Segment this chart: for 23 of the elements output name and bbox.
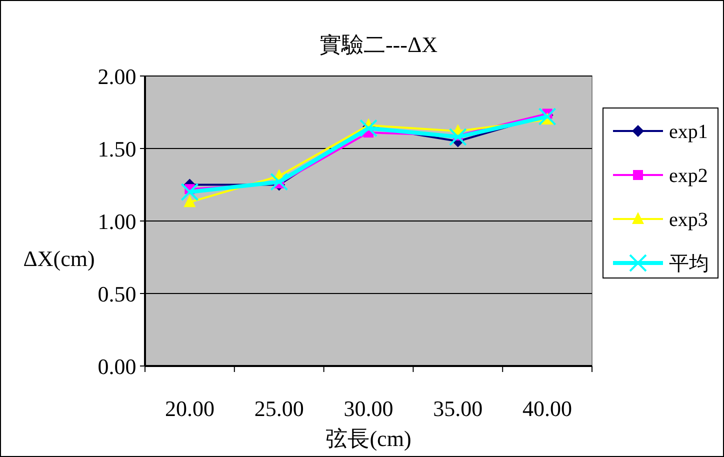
legend-label: exp1	[669, 121, 708, 143]
y-tick-label: 1.50	[98, 136, 136, 162]
point	[360, 119, 378, 138]
x-tick-label: 25.00	[254, 396, 304, 421]
chart-title: 實驗二---ΔX	[319, 32, 438, 57]
point	[538, 108, 556, 126]
point	[448, 128, 467, 146]
x-tick-label: 40.00	[522, 396, 572, 421]
legend-label: exp2	[669, 165, 708, 187]
x-tick-label: 20.00	[164, 396, 214, 421]
legend-label: 平均	[669, 253, 709, 275]
y-tick-label: 0.50	[98, 282, 136, 306]
x-axis-title: 弦長(cm)	[326, 426, 412, 451]
point	[184, 195, 196, 208]
x-tick-label: 30.00	[344, 396, 394, 421]
legend-label: exp3	[669, 209, 708, 231]
point	[270, 172, 288, 191]
point	[180, 183, 199, 201]
y-axis-title: ΔX(cm)	[23, 246, 95, 271]
y-tick-label: 1.00	[98, 209, 136, 234]
y-tick-label: 0.00	[98, 354, 136, 379]
x-tick-label: 35.00	[433, 396, 483, 421]
y-tick-label: 2.00	[98, 64, 136, 89]
